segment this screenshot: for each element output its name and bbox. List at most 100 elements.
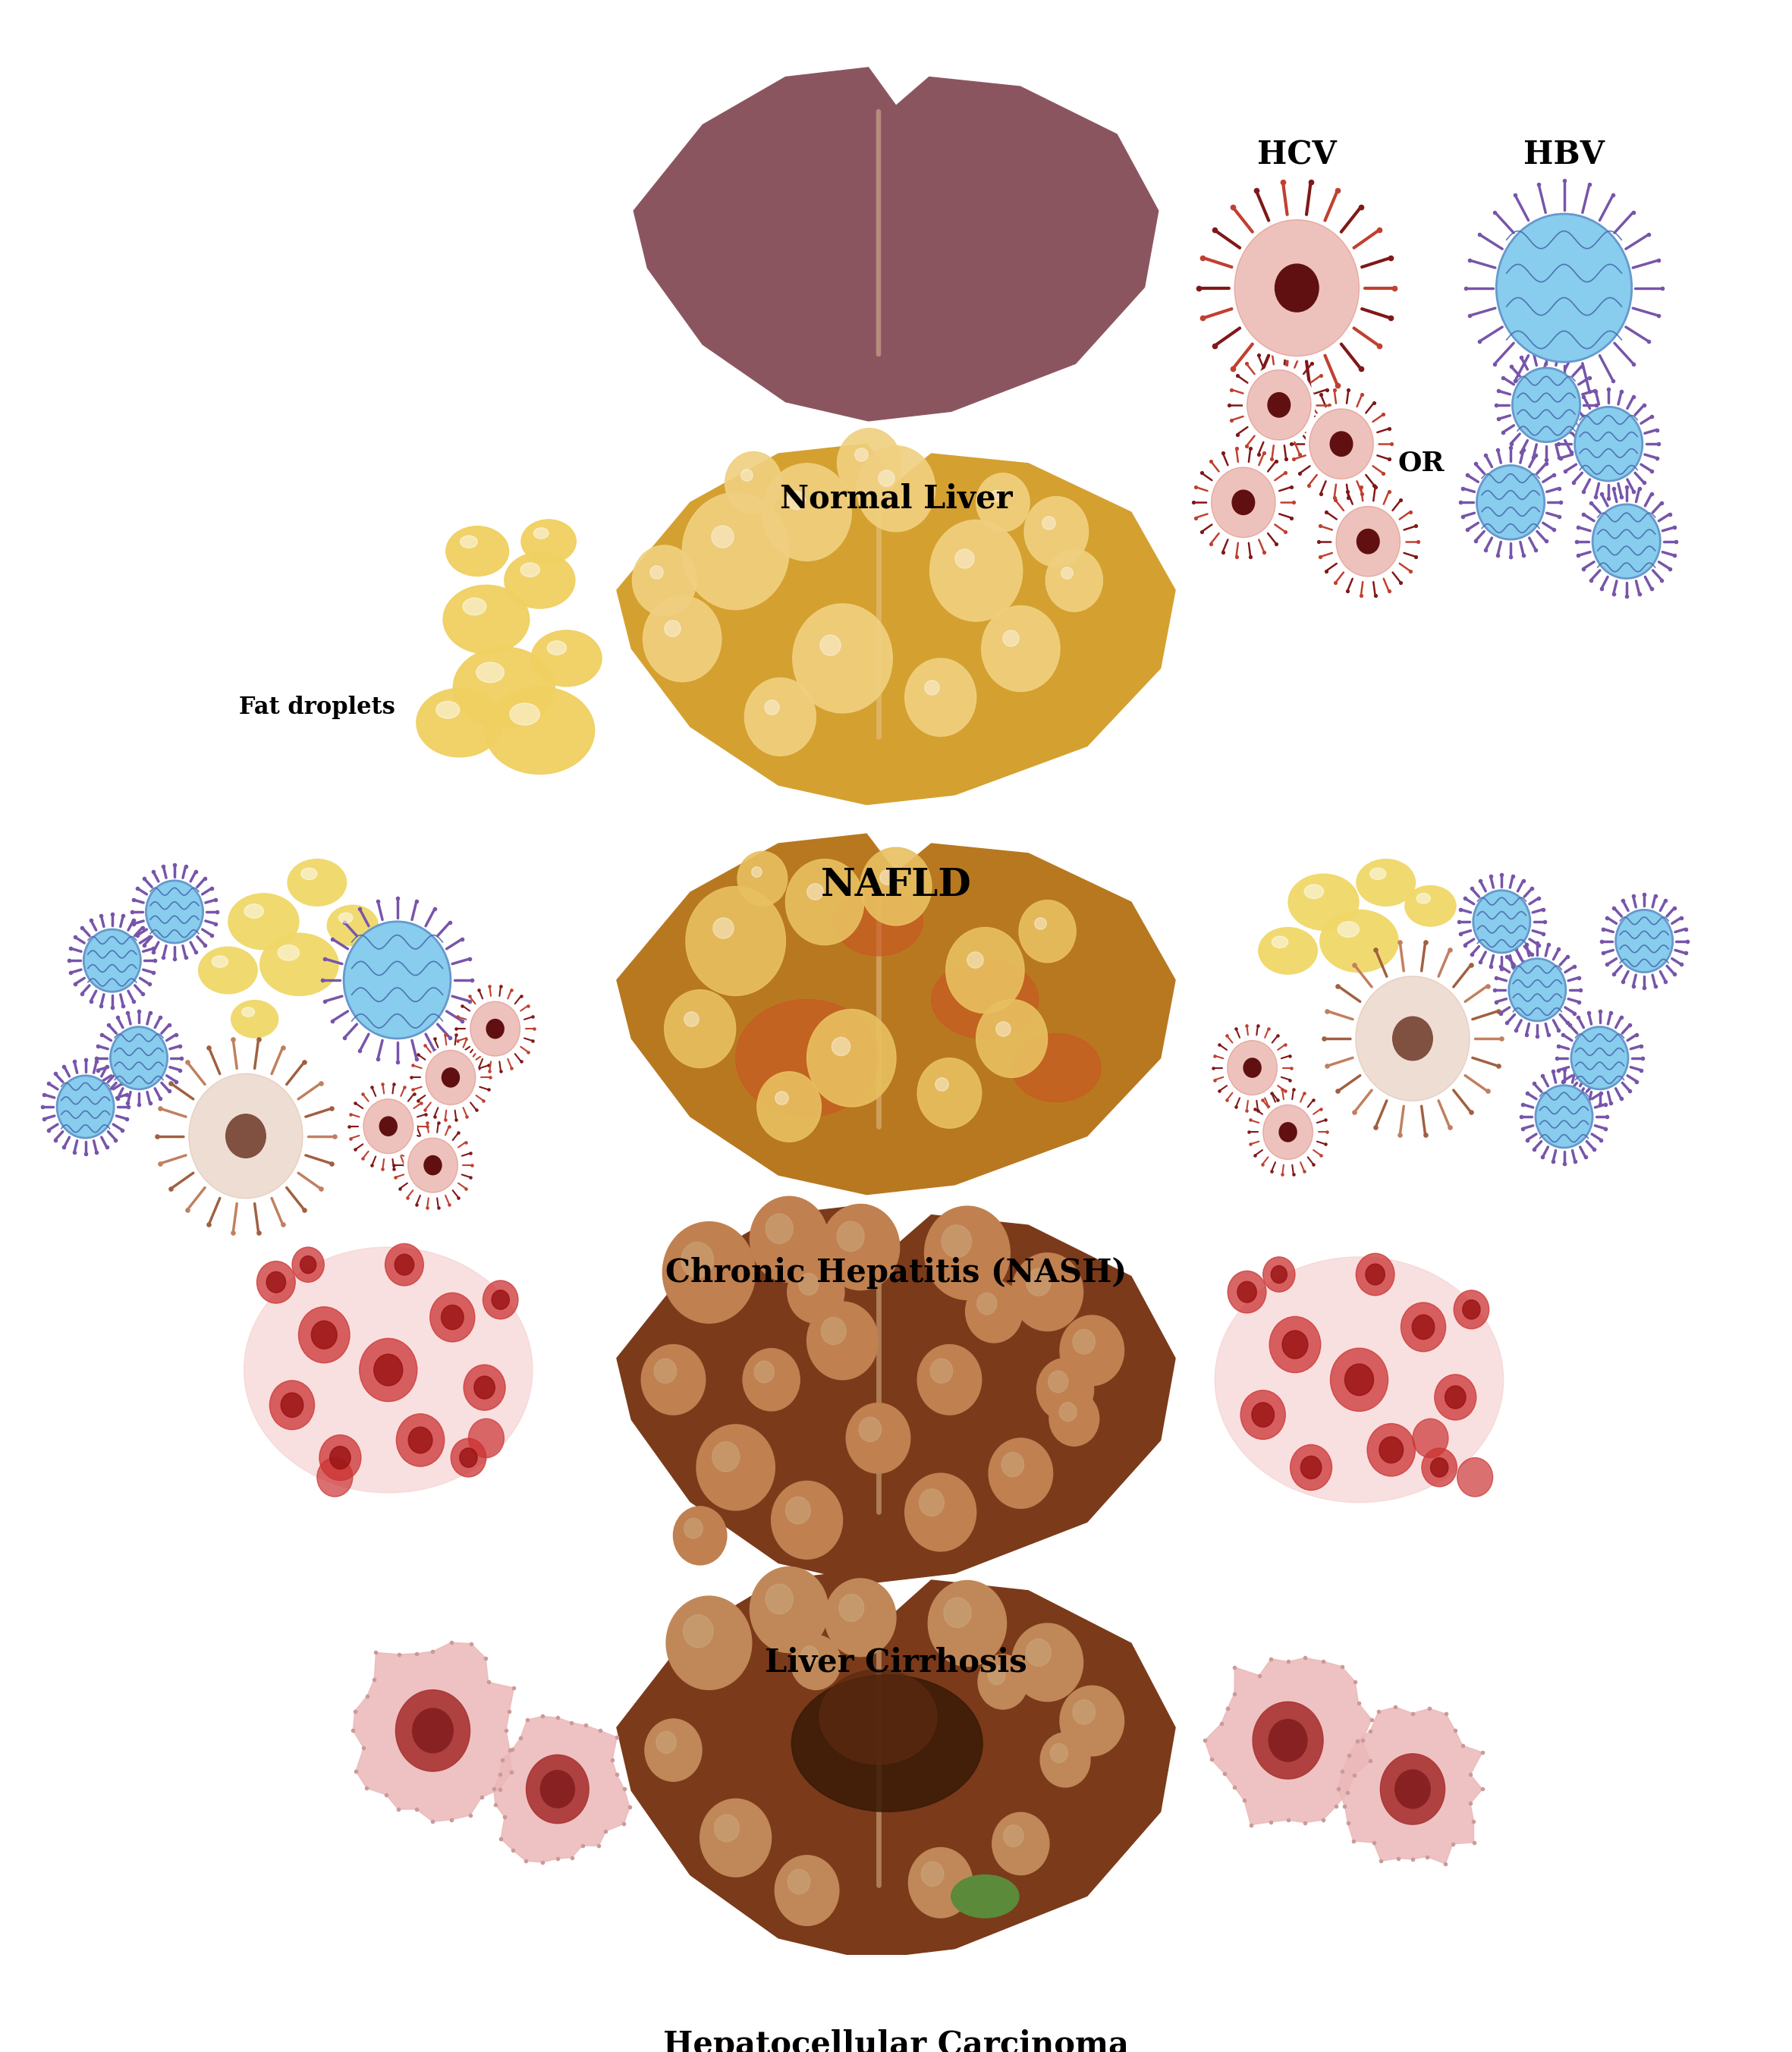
Circle shape [430, 1293, 475, 1342]
Circle shape [441, 1305, 464, 1330]
Ellipse shape [504, 552, 575, 609]
Circle shape [1020, 901, 1075, 962]
Ellipse shape [547, 640, 566, 655]
Ellipse shape [1339, 921, 1358, 938]
Polygon shape [1339, 1707, 1482, 1863]
Circle shape [1453, 1291, 1489, 1330]
Circle shape [409, 1426, 432, 1453]
Circle shape [425, 1155, 441, 1176]
Polygon shape [353, 1642, 514, 1822]
Circle shape [1330, 1348, 1389, 1412]
Circle shape [111, 1026, 167, 1090]
Text: OR: OR [1398, 451, 1444, 476]
Circle shape [930, 1358, 953, 1383]
Ellipse shape [521, 519, 575, 562]
Circle shape [1412, 1315, 1435, 1340]
Ellipse shape [231, 999, 278, 1038]
Circle shape [1048, 1391, 1098, 1447]
Circle shape [1473, 891, 1530, 952]
Circle shape [857, 445, 935, 531]
Ellipse shape [453, 646, 556, 728]
Ellipse shape [278, 946, 299, 960]
Circle shape [1002, 1453, 1023, 1477]
Circle shape [681, 1241, 713, 1278]
Polygon shape [1204, 1658, 1371, 1824]
Circle shape [654, 1358, 677, 1383]
Ellipse shape [952, 1876, 1020, 1919]
Circle shape [738, 852, 787, 907]
Circle shape [470, 1001, 520, 1057]
Circle shape [1509, 958, 1566, 1022]
Circle shape [1267, 392, 1290, 417]
Circle shape [1228, 1270, 1267, 1313]
Circle shape [785, 1496, 810, 1525]
Circle shape [394, 1254, 414, 1274]
Circle shape [468, 1418, 504, 1457]
Ellipse shape [477, 663, 504, 683]
Polygon shape [616, 443, 1176, 804]
Circle shape [466, 997, 523, 1061]
Circle shape [330, 1447, 351, 1469]
Ellipse shape [1405, 886, 1455, 925]
Circle shape [185, 1069, 306, 1202]
Circle shape [754, 1360, 774, 1383]
Circle shape [788, 1869, 810, 1894]
Circle shape [726, 451, 781, 515]
Circle shape [663, 1221, 754, 1324]
Circle shape [1367, 1424, 1416, 1475]
Polygon shape [616, 1570, 1176, 1960]
Circle shape [674, 1506, 728, 1566]
Circle shape [226, 1114, 265, 1157]
Circle shape [785, 860, 864, 946]
Circle shape [744, 1348, 799, 1412]
Text: NAFLD: NAFLD [821, 868, 971, 905]
Circle shape [1355, 977, 1469, 1102]
Circle shape [921, 1861, 944, 1886]
Circle shape [405, 1135, 461, 1196]
Circle shape [1616, 909, 1672, 973]
Ellipse shape [932, 960, 1039, 1038]
Circle shape [1357, 1254, 1394, 1295]
Ellipse shape [244, 905, 263, 917]
Circle shape [1228, 1040, 1278, 1096]
Circle shape [771, 1482, 842, 1560]
Circle shape [1380, 1754, 1444, 1824]
Ellipse shape [199, 946, 258, 993]
Circle shape [982, 605, 1059, 692]
Circle shape [1512, 367, 1581, 441]
Polygon shape [493, 1715, 629, 1863]
Circle shape [744, 677, 815, 755]
Circle shape [491, 1291, 509, 1309]
Circle shape [977, 999, 1048, 1077]
Circle shape [905, 659, 977, 737]
Circle shape [978, 1654, 1029, 1709]
Circle shape [426, 1051, 475, 1104]
Circle shape [837, 1221, 864, 1252]
Circle shape [464, 1365, 505, 1410]
Circle shape [1059, 1315, 1124, 1385]
Circle shape [84, 930, 140, 991]
Circle shape [1462, 1299, 1480, 1319]
Circle shape [380, 1116, 398, 1137]
Circle shape [1027, 1640, 1050, 1666]
Circle shape [1047, 550, 1102, 611]
Circle shape [1536, 1086, 1593, 1147]
Circle shape [977, 1293, 996, 1315]
Circle shape [1211, 468, 1276, 538]
Circle shape [966, 1280, 1023, 1342]
Circle shape [1048, 1371, 1068, 1393]
Circle shape [1050, 1744, 1068, 1763]
Circle shape [1236, 1280, 1256, 1303]
Circle shape [1593, 505, 1659, 579]
Circle shape [1310, 408, 1373, 478]
Circle shape [1337, 507, 1400, 577]
Circle shape [1041, 1732, 1090, 1787]
Circle shape [317, 1457, 353, 1496]
Circle shape [697, 1424, 774, 1510]
Circle shape [1059, 1402, 1077, 1422]
Polygon shape [616, 1205, 1176, 1584]
Circle shape [701, 1800, 771, 1878]
Circle shape [1283, 1330, 1308, 1358]
Circle shape [1012, 1254, 1082, 1332]
Circle shape [1235, 220, 1358, 357]
